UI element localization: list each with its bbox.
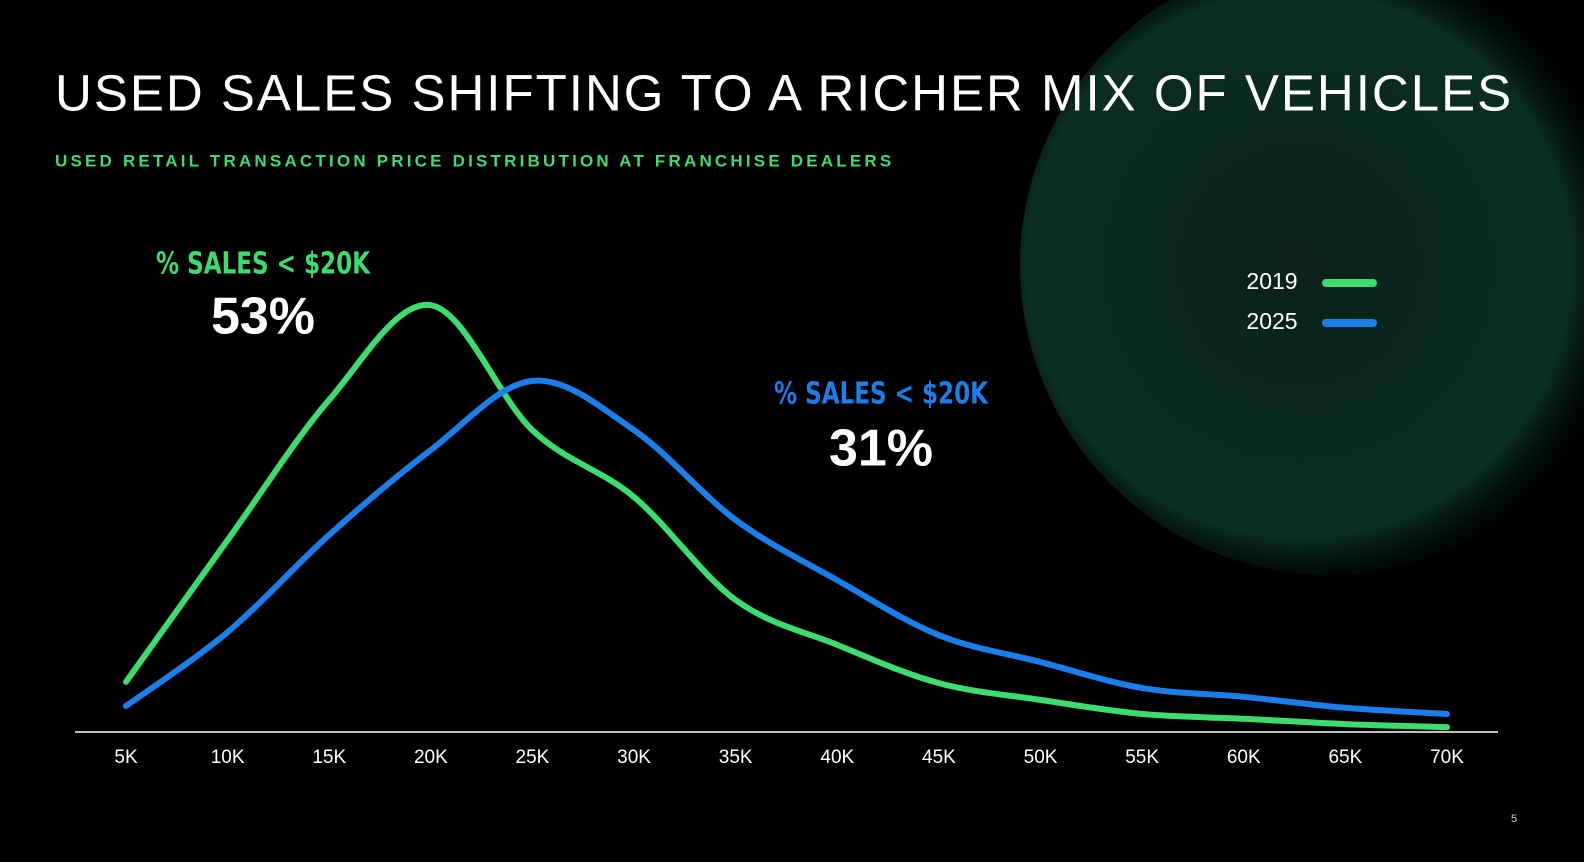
- x-tick-label: 60K: [1227, 747, 1261, 768]
- series-line: [123, 377, 1450, 717]
- x-tick-label: 5K: [114, 747, 138, 768]
- globe-decoration: [1020, 0, 1584, 575]
- page-number: 5: [1511, 813, 1517, 825]
- x-tick-label: 10K: [211, 747, 245, 768]
- x-tick-label: 20K: [414, 747, 448, 768]
- x-tick-label: 40K: [820, 747, 854, 768]
- title: USED SALES SHIFTING TO A RICHER MIX OF V…: [55, 64, 1513, 121]
- annotation-label: % SALES < $20K: [156, 247, 371, 282]
- legend-label: 2019: [1246, 268, 1297, 294]
- annotation-value: 53%: [211, 288, 315, 346]
- x-tick-label: 55K: [1125, 747, 1159, 768]
- subtitle: USED RETAIL TRANSACTION PRICE DISTRIBUTI…: [55, 151, 894, 170]
- x-tick-label: 45K: [922, 747, 956, 768]
- x-tick-label: 15K: [312, 747, 346, 768]
- annotation-value: 31%: [829, 420, 933, 478]
- x-tick-label: 35K: [719, 747, 753, 768]
- series-line: [123, 302, 1450, 731]
- x-tick-label: 30K: [617, 747, 651, 768]
- legend-label: 2025: [1246, 308, 1297, 334]
- x-tick-label: 25K: [516, 747, 550, 768]
- x-tick-label: 50K: [1024, 747, 1058, 768]
- annotation-label: % SALES < $20K: [774, 377, 989, 412]
- x-tick-label: 65K: [1328, 747, 1362, 768]
- x-tick-label: 70K: [1430, 747, 1464, 768]
